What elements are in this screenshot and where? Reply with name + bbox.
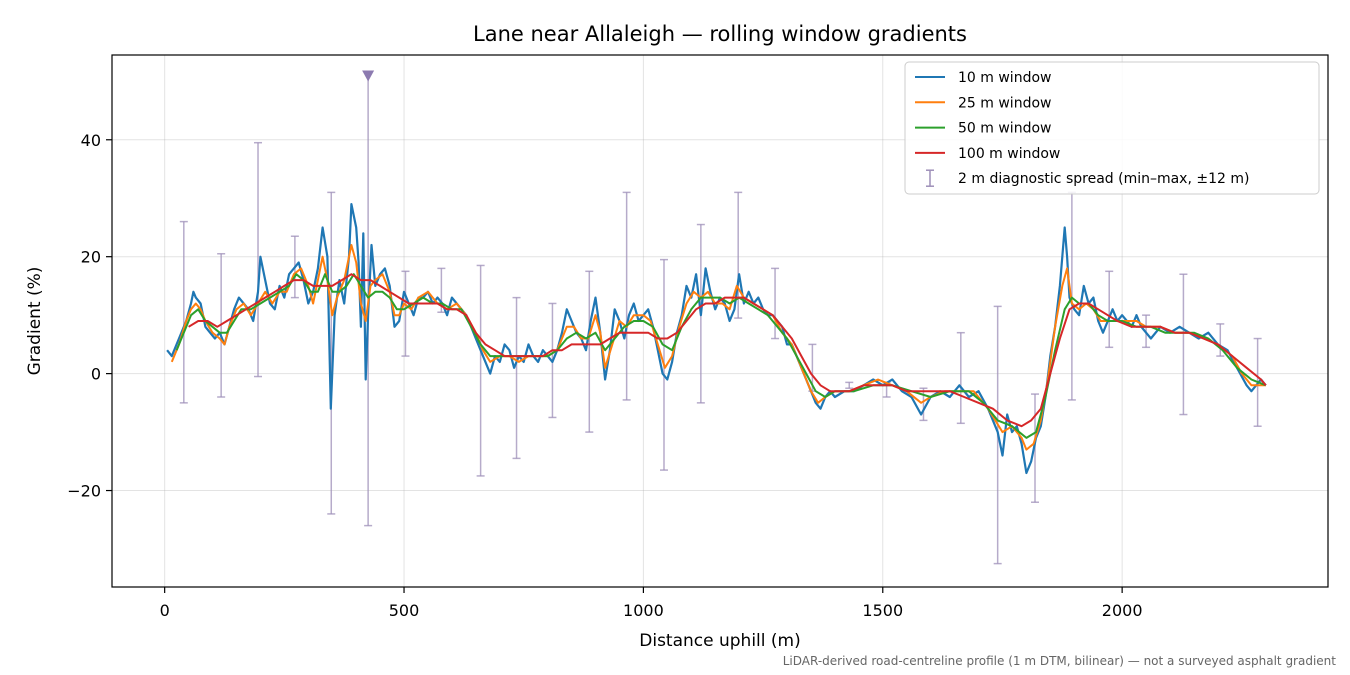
error-bar (956, 331, 965, 425)
legend-label: 100 m window (958, 146, 1060, 162)
legend: 10 m window 25 m window 50 m window 100 m w… (904, 61, 1320, 195)
legend-item: 100 m window (915, 146, 1060, 162)
x-tick-label: 500 (389, 601, 420, 620)
error-bar (845, 381, 854, 389)
error-bar (512, 296, 521, 460)
error-bar (1216, 323, 1225, 357)
series-line-25-m-window (170, 244, 1266, 451)
y-tick-label: −20 (67, 482, 101, 501)
legend-label: 2 m diagnostic spread (min–max, ±12 m) (958, 171, 1249, 187)
error-bar (1105, 270, 1114, 349)
legend-label: 50 m window (958, 121, 1051, 137)
legend-label: 10 m window (958, 70, 1051, 86)
legend-item: 50 m window (915, 121, 1051, 137)
x-tick-label: 2000 (1102, 601, 1143, 620)
legend-label: 25 m window (958, 95, 1051, 111)
error-bar (476, 264, 485, 477)
x-tick-label: 1000 (623, 601, 664, 620)
footnote: LiDAR-derived road-centreline profile (1… (783, 654, 1337, 668)
legend-item: 25 m window (915, 95, 1051, 111)
axes-frame (111, 54, 1329, 588)
error-bar (254, 141, 263, 378)
chart-title: Lane near Allaleigh — rolling window gra… (473, 22, 967, 46)
error-bar (401, 270, 410, 357)
y-tick-label: 0 (91, 365, 101, 384)
y-axis: −20 0 20 40 (67, 131, 112, 501)
x-tick-label: 0 (160, 601, 170, 620)
error-bar (771, 267, 780, 340)
y-tick-label: 20 (81, 248, 101, 267)
legend-item: 10 m window (915, 70, 1051, 86)
error-bar (327, 191, 336, 515)
plot-area (166, 70, 1267, 565)
y-tick-label: 40 (81, 131, 101, 150)
series-line-100-m-window (188, 273, 1267, 428)
error-bar (919, 387, 928, 422)
error-bar (179, 220, 188, 404)
x-tick-label: 1500 (862, 601, 903, 620)
y-axis-label: Gradient (%) (25, 267, 45, 376)
error-bar (622, 191, 631, 401)
legend-item: 2 m diagnostic spread (min–max, ±12 m) (926, 169, 1249, 187)
x-axis-label: Distance uphill (m) (639, 631, 800, 651)
error-bar (585, 270, 594, 433)
x-axis: 0 500 1000 1500 2000 (160, 587, 1143, 620)
error-bar (1179, 273, 1188, 416)
clipped-marker (362, 70, 375, 82)
legend-box (904, 61, 1320, 195)
